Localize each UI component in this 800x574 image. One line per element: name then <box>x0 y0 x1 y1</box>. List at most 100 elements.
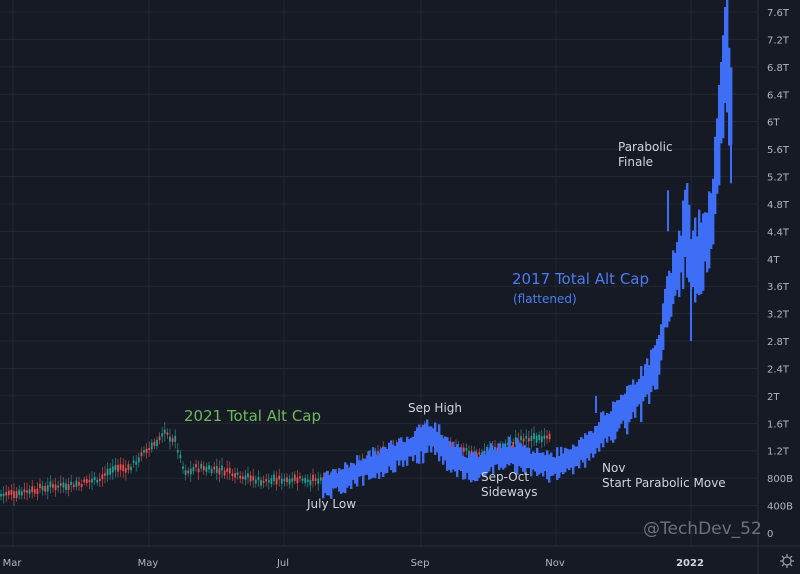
x-tick-label: Sep <box>411 558 430 569</box>
alt2017-bar <box>584 433 587 468</box>
alt2017-bar <box>512 447 515 465</box>
alt2017-bar <box>324 472 327 494</box>
alt2017-bar <box>610 411 613 441</box>
alt2017-bar <box>564 447 567 473</box>
alt2017-bar <box>644 364 647 398</box>
alt2017-bar <box>378 453 381 479</box>
settings-button[interactable] <box>779 553 795 569</box>
candle-body <box>514 437 517 444</box>
x-tick-label: Mar <box>3 558 23 569</box>
candle-body <box>169 436 171 442</box>
alt2017-bar <box>658 334 661 375</box>
alt2017-bar <box>552 456 555 476</box>
chart-annotation: Sep-Oct Sideways <box>481 470 538 499</box>
candle-body <box>122 464 125 472</box>
alt2017-bar <box>472 452 475 481</box>
candle-body <box>72 484 75 488</box>
alt2017-bar <box>528 448 531 469</box>
candle-body <box>470 451 473 457</box>
y-tick-label: 6T <box>767 118 780 129</box>
candle-body <box>278 475 281 480</box>
candle-body <box>231 473 234 477</box>
candle-body <box>288 479 291 485</box>
alt2017-bar <box>580 437 583 460</box>
gear-icon <box>780 554 794 568</box>
alt2017-bar <box>576 446 579 467</box>
candle-body <box>49 481 52 488</box>
alt2017-bar <box>506 447 509 465</box>
alt2017-bar <box>674 252 677 296</box>
candle-body <box>304 478 307 484</box>
alt2017-bar <box>510 445 513 464</box>
alt2017-bar <box>694 217 697 303</box>
candle-body <box>540 436 543 443</box>
alt2017-bar <box>542 452 545 477</box>
candle-body <box>270 478 273 485</box>
alt2017-bar <box>646 358 649 395</box>
candle-body <box>156 439 158 447</box>
alt2017-bar <box>336 473 339 487</box>
candle-body <box>5 492 8 496</box>
alt2017-bar <box>448 441 451 470</box>
alt2017-bar <box>466 457 469 473</box>
alt2017-bar <box>482 451 485 477</box>
alt2017-bar <box>602 411 605 448</box>
candle-body <box>267 480 270 483</box>
candle-body <box>39 483 41 489</box>
alt2017-bar <box>356 455 359 487</box>
candle-body <box>221 465 223 471</box>
alt2017-bar <box>638 379 641 405</box>
candle-body <box>260 479 262 486</box>
y-tick-label: 6.8T <box>767 63 790 74</box>
alt2017-bar <box>680 235 683 273</box>
alt2017-bar <box>712 178 715 245</box>
candle-body <box>119 464 122 470</box>
alt2017-bar <box>568 449 571 471</box>
alt2017-bar <box>518 442 521 467</box>
alt2017-bar <box>700 222 703 295</box>
chart-annotation: Parabolic Finale <box>618 140 673 169</box>
candle-body <box>130 466 132 471</box>
candle-body <box>41 486 44 491</box>
alt2017-bar <box>500 447 503 468</box>
alt2017-bar <box>372 447 375 478</box>
alt2017-bar <box>698 209 701 296</box>
alt2017-bar <box>632 379 635 413</box>
candle-body <box>36 488 39 495</box>
alt2017-bar <box>474 451 477 482</box>
alt2017-bar <box>486 446 489 474</box>
alt2017-bar <box>420 427 423 452</box>
alt2017-bar <box>366 455 369 475</box>
alt2017-bar <box>380 448 383 472</box>
candle-body <box>538 434 541 441</box>
alt2017-bar <box>394 445 397 473</box>
candle-body <box>83 479 86 483</box>
alt2017-bar <box>652 348 655 386</box>
candle-body <box>478 452 481 455</box>
candle-body <box>273 474 275 482</box>
candle-body <box>252 476 255 481</box>
alt2017-bar <box>340 469 343 494</box>
alt2017-bar <box>428 426 431 446</box>
candle-body <box>241 476 244 480</box>
alt2017-bar <box>404 442 407 461</box>
alt2017-bar <box>676 242 679 290</box>
candle-body <box>15 491 18 498</box>
alt2017-bar <box>416 427 419 464</box>
candle-body <box>161 433 164 437</box>
candle-body <box>462 447 465 452</box>
candle-body <box>548 433 551 440</box>
alt2017-bar <box>558 456 561 478</box>
alt2017-bar <box>596 425 599 449</box>
x-tick-label: Nov <box>545 558 565 569</box>
candle-body <box>249 475 252 482</box>
candle-body <box>504 443 507 448</box>
alt2017-bar <box>386 448 389 473</box>
alt2017-bar <box>588 431 591 461</box>
y-tick-label: 0 <box>767 529 773 540</box>
candle-body <box>301 478 304 481</box>
candle-body <box>543 435 546 439</box>
alt2017-bar <box>718 85 721 186</box>
